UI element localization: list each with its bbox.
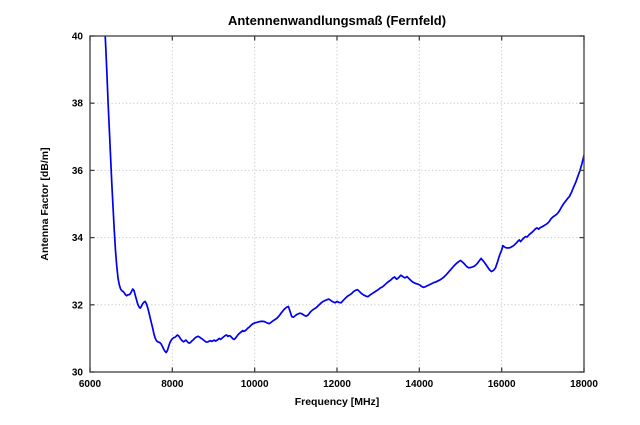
y-axis-label: Antenna Factor [dB/m] bbox=[39, 147, 51, 260]
x-tick-label: 18000 bbox=[570, 379, 598, 390]
y-tick-label: 32 bbox=[72, 300, 84, 311]
y-tick-label: 34 bbox=[72, 233, 84, 244]
y-tick-label: 40 bbox=[72, 32, 84, 43]
x-axis-label: Frequency [MHz] bbox=[295, 396, 380, 408]
y-tick-label: 38 bbox=[72, 99, 84, 110]
x-tick-label: 14000 bbox=[405, 379, 433, 390]
plot-area: 6000 8000 10000 12000 14000 16000 18000 30 32 34 3… bbox=[72, 32, 598, 391]
x-tick-label: 6000 bbox=[79, 379, 102, 390]
x-tick-label: 12000 bbox=[323, 379, 351, 390]
chart-title: Antennenwandlungsmaß (Fernfeld) bbox=[228, 13, 446, 28]
x-tick-label: 16000 bbox=[488, 379, 516, 390]
x-tick-label: 8000 bbox=[161, 379, 184, 390]
y-tick-label: 30 bbox=[72, 368, 84, 379]
data-line-antenna-factor-far-field bbox=[104, 36, 584, 354]
x-tick-label: 10000 bbox=[241, 379, 269, 390]
y-tick-label: 36 bbox=[72, 166, 84, 177]
